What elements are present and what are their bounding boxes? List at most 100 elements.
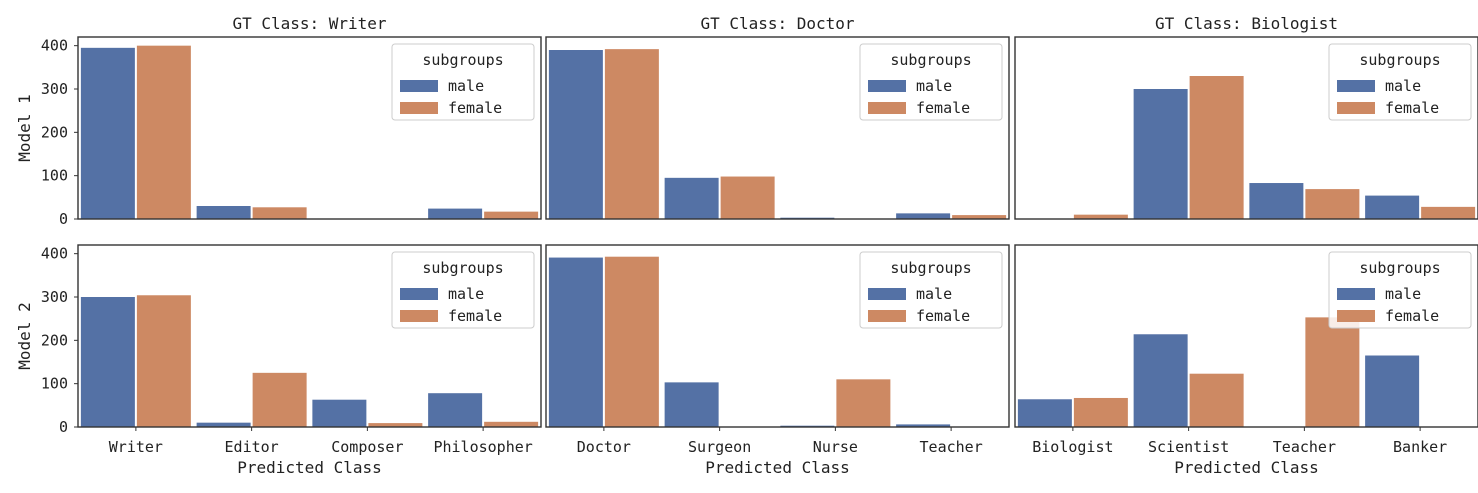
bar-female-composer (368, 423, 423, 427)
legend-swatch-female (400, 310, 438, 322)
bar-male-biologist (1017, 399, 1072, 427)
legend-box (859, 43, 1003, 121)
bar-female-teacher (952, 215, 1007, 219)
y-tick-label: 300 (41, 288, 68, 306)
y-tick-label: 400 (41, 245, 68, 263)
x-axis-label: Predicted Class (237, 458, 382, 477)
bar-male-banker (1365, 355, 1420, 427)
legend-swatch-female (868, 310, 906, 322)
legend-label-male: male (916, 285, 952, 303)
panel-frame (545, 36, 1010, 220)
x-tick-label: Teacher (920, 438, 983, 456)
legend-swatch-female (868, 102, 906, 114)
x-axis-label: Predicted Class (1174, 458, 1319, 477)
bar-male-editor (196, 422, 251, 427)
legend-box (1328, 251, 1472, 329)
bar-male-doctor (548, 257, 603, 427)
y-tick-label: 0 (59, 418, 68, 436)
y-tick-label: 300 (41, 80, 68, 98)
bar-female-philosopher (484, 421, 539, 427)
x-tick-label: Composer (331, 438, 403, 456)
legend-swatch-male (1337, 80, 1375, 92)
legend-title: subgroups (1359, 51, 1440, 69)
panel-title: GT Class: Writer (232, 14, 386, 33)
bar-male-surgeon (664, 177, 719, 219)
bar-male-teacher (896, 424, 951, 427)
bar-male-composer (312, 399, 367, 427)
legend-title: subgroups (422, 259, 503, 277)
bar-female-writer (136, 295, 191, 427)
x-tick-label: Biologist (1032, 438, 1113, 456)
legend-swatch-male (868, 80, 906, 92)
bar-female-editor (252, 372, 307, 427)
panel-4: Writer Editor Composer Philosopher 0 100 200 30… (15, 244, 542, 477)
bar-male-scientist (1133, 334, 1188, 427)
y-tick-label: 200 (41, 331, 68, 349)
bar-male-writer (80, 47, 135, 220)
y-tick-label: 0 (59, 210, 68, 228)
bar-male-philosopher (428, 393, 483, 427)
legend: subgroups male female (1328, 43, 1472, 121)
bar-male-philosopher (428, 208, 483, 219)
panel-2: GT Class: Doctor subgroups male female (545, 14, 1010, 220)
bar-female-philosopher (484, 211, 539, 219)
bar-female-scientist (1189, 76, 1244, 219)
legend-label-male: male (448, 285, 484, 303)
y-tick-label: 200 (41, 123, 68, 141)
panel-title: GT Class: Biologist (1155, 14, 1338, 33)
legend-swatch-male (400, 80, 438, 92)
x-tick-label: Doctor (577, 438, 631, 456)
legend-title: subgroups (1359, 259, 1440, 277)
panel-6: Biologist Scientist Teacher Banker Predicted… (1014, 244, 1478, 477)
legend-label-female: female (448, 307, 502, 325)
bar-female-scientist (1189, 373, 1244, 427)
legend-swatch-male (1337, 288, 1375, 300)
bar-female-biologist (1073, 214, 1128, 219)
bar-female-doctor (604, 49, 659, 220)
legend: subgroups male female (859, 251, 1003, 329)
panel-frame (77, 244, 542, 428)
legend-title: subgroups (890, 51, 971, 69)
legend-swatch-male (868, 288, 906, 300)
legend: subgroups male female (391, 43, 535, 121)
panel-3: GT Class: Biologist subgroups male female (1014, 14, 1478, 220)
legend-box (391, 43, 535, 121)
x-tick-label: Banker (1393, 438, 1447, 456)
legend-swatch-female (1337, 102, 1375, 114)
bar-female-teacher (1305, 317, 1360, 427)
legend: subgroups male female (859, 43, 1003, 121)
legend-label-male: male (916, 77, 952, 95)
x-tick-label: Teacher (1273, 438, 1336, 456)
x-tick-label: Editor (225, 438, 279, 456)
bar-female-banker (1421, 206, 1476, 219)
legend-swatch-female (1337, 310, 1375, 322)
legend-swatch-male (400, 288, 438, 300)
bar-female-editor (252, 207, 307, 219)
bar-female-teacher (1305, 189, 1360, 219)
y-axis-label: Model 1 (15, 94, 34, 161)
legend-label-male: male (1385, 285, 1421, 303)
bar-male-teacher (896, 213, 951, 219)
y-tick-label: 400 (41, 37, 68, 55)
panel-5: Doctor Surgeon Nurse Teacher Predicted Class… (545, 244, 1010, 477)
legend: subgroups male female (391, 251, 535, 329)
bar-male-doctor (548, 50, 603, 219)
legend-label-female: female (1385, 99, 1439, 117)
x-tick-label: Nurse (813, 438, 858, 456)
legend-label-female: female (1385, 307, 1439, 325)
legend-swatch-female (400, 102, 438, 114)
bar-female-biologist (1073, 397, 1128, 427)
legend-title: subgroups (422, 51, 503, 69)
legend: subgroups male female (1328, 251, 1472, 329)
bar-male-teacher (1249, 183, 1304, 219)
bar-male-writer (80, 297, 135, 427)
panel-frame (1014, 36, 1478, 220)
panel-title: GT Class: Doctor (700, 14, 854, 33)
bar-male-editor (196, 206, 251, 219)
legend-box (1328, 43, 1472, 121)
legend-label-female: female (916, 99, 970, 117)
panel-frame (1014, 244, 1478, 428)
x-tick-label: Writer (109, 438, 163, 456)
panel-1: 0 100 200 300 400 Model 1 GT Class: Writer subg… (15, 14, 542, 228)
